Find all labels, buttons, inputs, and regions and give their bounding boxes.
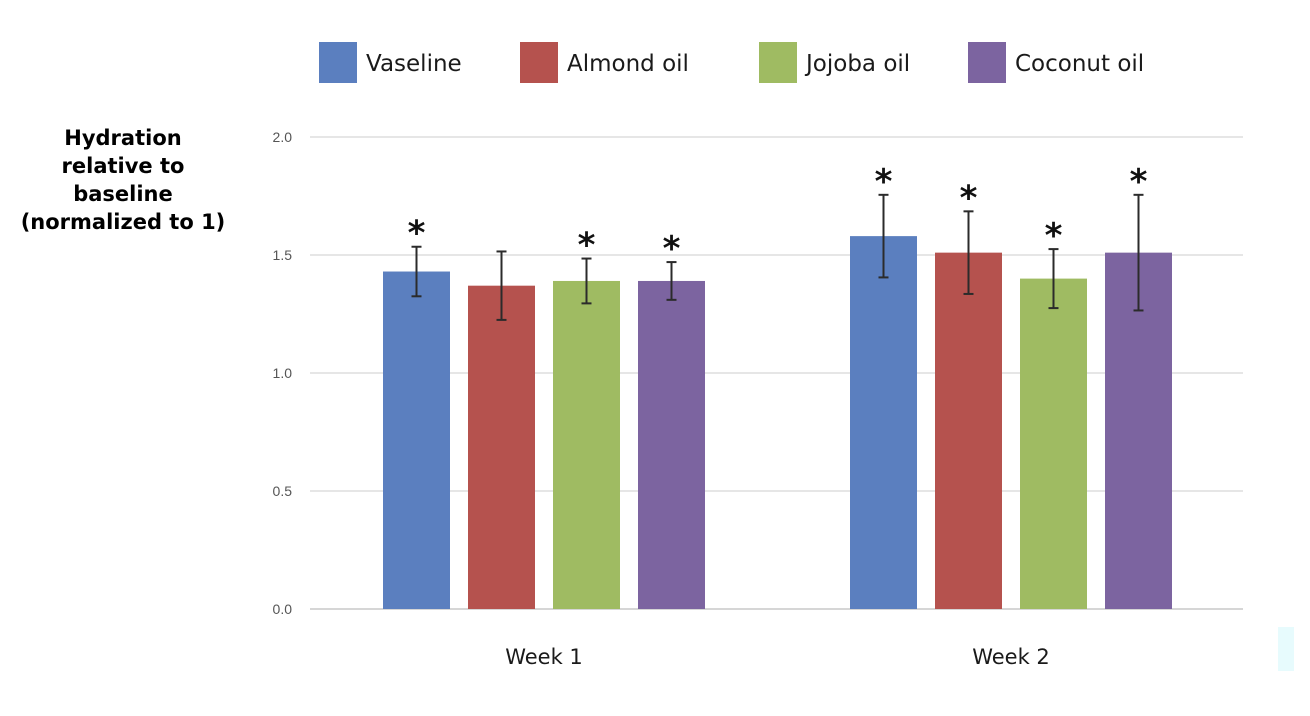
significance-star: * — [875, 162, 893, 202]
bar — [1105, 252, 1172, 609]
y-axis-label: Hydration relative to baseline (normalized … — [21, 126, 226, 234]
legend-label: Jojoba oil — [804, 51, 910, 77]
bars — [383, 236, 1172, 609]
significance-star: * — [408, 214, 426, 254]
significance-markers: * * * * * * * — [408, 162, 1148, 269]
y-tick-label: 2.0 — [273, 129, 293, 145]
legend-label: Coconut oil — [1015, 51, 1144, 77]
legend-swatch — [319, 42, 357, 83]
legend-swatch — [759, 42, 797, 83]
bar — [850, 236, 917, 609]
y-tick-label: 1.0 — [273, 365, 293, 381]
significance-star: * — [1045, 216, 1063, 256]
significance-star: * — [960, 178, 978, 218]
significance-star: * — [578, 226, 596, 266]
x-category-label: Week 2 — [972, 645, 1050, 669]
bar — [383, 271, 450, 609]
y-tick-label: 0.0 — [273, 601, 293, 617]
y-tick-label: 0.5 — [273, 483, 293, 499]
bar — [1020, 278, 1087, 609]
y-tick-label: 1.5 — [273, 247, 293, 263]
edge-decoration — [1278, 627, 1294, 671]
bar — [468, 285, 535, 609]
bar — [638, 280, 705, 609]
legend-swatch — [968, 42, 1006, 83]
legend-label: Almond oil — [567, 51, 689, 77]
legend-label: Vaseline — [366, 51, 462, 77]
x-axis-categories: Week 1 Week 2 — [505, 645, 1050, 669]
bar — [935, 252, 1002, 609]
error-bars — [411, 193, 1144, 321]
x-category-label: Week 1 — [505, 645, 583, 669]
y-axis-title: Hydration relative to baseline (normalized … — [21, 126, 226, 234]
bar — [553, 280, 620, 609]
significance-star: * — [663, 229, 681, 269]
legend: Vaseline Almond oil Jojoba oil Coconut oil — [319, 42, 1144, 83]
legend-swatch — [520, 42, 558, 83]
significance-star: * — [1130, 162, 1148, 202]
y-axis-ticks: 0.0 0.5 1.0 1.5 2.0 — [273, 129, 293, 617]
gridlines — [310, 136, 1243, 610]
